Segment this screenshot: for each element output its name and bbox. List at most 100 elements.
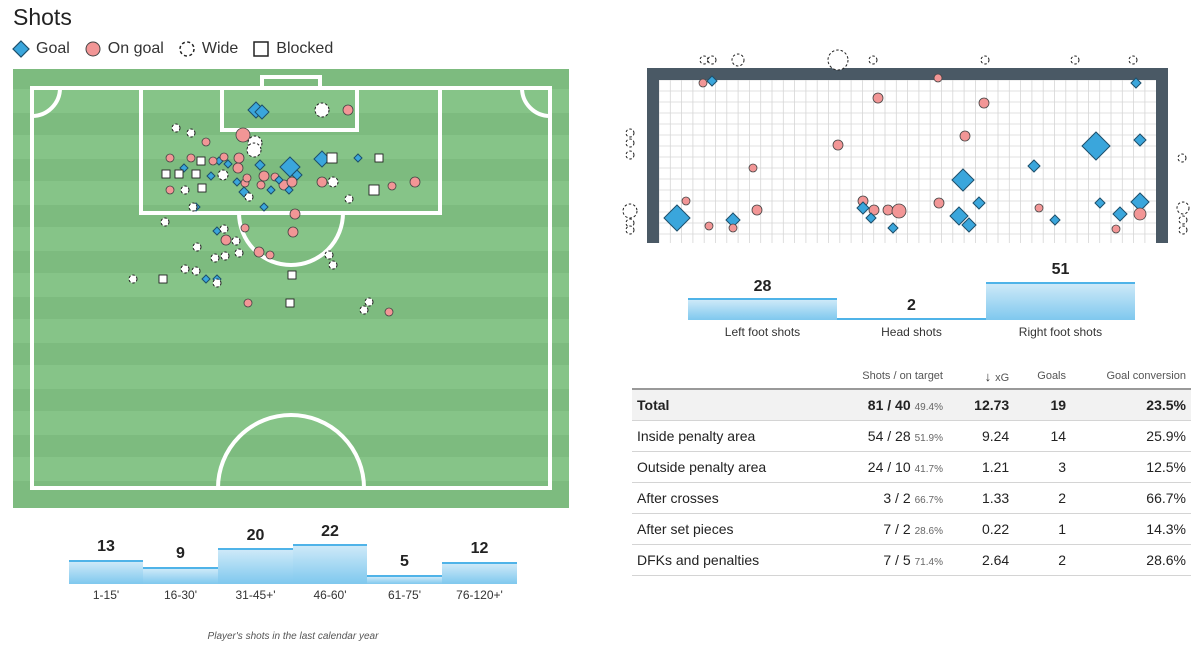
bar-label: Right foot shots (1018, 325, 1103, 339)
on-goal-marker (186, 153, 196, 163)
wide-marker (244, 192, 254, 202)
goal-marker (1049, 214, 1061, 226)
row-shots: 24 / 10 41.7% (828, 451, 948, 483)
blocked-marker (191, 169, 201, 179)
row-label: DFKs and penalties (632, 544, 829, 576)
on-goal-marker (342, 104, 354, 116)
row-conversion: 66.7% (1071, 482, 1191, 514)
wide-marker (625, 150, 635, 160)
on-goal-marker (289, 208, 301, 220)
bar-value: 28 (753, 278, 772, 295)
on-goal-marker (882, 204, 894, 216)
wide-marker (210, 253, 220, 263)
bar-label: 1-15' (92, 588, 120, 602)
row-xg: 12.73 (947, 388, 1015, 421)
wide-marker (231, 236, 241, 246)
bar-fill (688, 298, 837, 320)
wide-marker (328, 260, 338, 270)
time-bar-5: 5 61-75' (367, 520, 442, 610)
goal-marker (961, 217, 977, 233)
wide-marker (625, 225, 635, 235)
row-goals: 2 (1014, 482, 1072, 514)
wide-marker (160, 217, 170, 227)
bar-fill (293, 544, 367, 584)
blocked-marker (374, 153, 384, 163)
goal-marker (201, 274, 211, 284)
wide-dashed-circle-icon (179, 41, 195, 57)
table-row: After crosses 3 / 2 66.7% 1.33 2 66.7% (632, 482, 1191, 514)
on-goal-marker (286, 176, 298, 188)
on-goal-marker (1034, 203, 1044, 213)
row-xg: 0.22 (947, 513, 1015, 545)
bar-fill (837, 318, 986, 320)
bar-label: 16-30' (164, 588, 197, 602)
row-conversion: 25.9% (1071, 420, 1191, 452)
blocked-marker (196, 156, 206, 166)
goal-diamond-icon (12, 40, 30, 58)
on-goal-marker (165, 185, 175, 195)
on-goal-marker (409, 176, 421, 188)
chart-caption: Player's shots in the last calendar year (207, 631, 379, 642)
wide-marker (314, 102, 330, 118)
goal-marker (1094, 197, 1106, 209)
wide-marker (324, 250, 334, 260)
blocked-square-icon (253, 41, 270, 57)
on-goal-marker (1111, 224, 1121, 234)
row-shots: 7 / 5 71.4% (828, 544, 948, 576)
on-goal-marker (220, 234, 232, 246)
page-title: Shots (13, 4, 72, 30)
row-conversion: 14.3% (1071, 513, 1191, 545)
row-shots: 7 / 2 28.6% (828, 513, 948, 545)
wide-marker (219, 224, 229, 234)
body-part-bars: 28 Left foot shots 2 Head shots 51 Right… (688, 258, 1135, 348)
wide-marker (622, 203, 638, 219)
col-xg[interactable]: ↓ xG (948, 364, 1014, 389)
goal-marker (663, 204, 691, 232)
wide-marker (868, 55, 878, 65)
col-shots[interactable]: Shots / on target (862, 370, 943, 382)
time-interval-bars: 13 1-15' 9 16-30' 20 31-45+' 22 46-60' 5… (69, 520, 517, 610)
wide-marker (625, 138, 635, 148)
legend-on-goal: On goal (84, 40, 164, 58)
wide-marker (731, 53, 745, 67)
col-xg-label: xG (995, 371, 1010, 384)
row-label: Total (632, 388, 829, 421)
on-goal-marker (704, 221, 714, 231)
right-foot-bar: 51 Right foot shots (986, 258, 1135, 348)
legend-label: Wide (201, 40, 239, 57)
wide-marker (171, 123, 181, 133)
table-header-row: Shots / on target ↓ xG Goals Goal convers… (632, 364, 1191, 389)
blocked-marker (158, 274, 168, 284)
on-goal-marker (891, 203, 907, 219)
legend-wide: Wide (178, 40, 238, 58)
bar-value: 9 (176, 545, 185, 562)
goal-marker (856, 201, 870, 215)
wide-marker (1128, 55, 1138, 65)
bar-label: Left foot shots (724, 325, 801, 339)
bar-value: 12 (470, 540, 489, 557)
left-foot-bar: 28 Left foot shots (688, 258, 837, 348)
wide-marker (980, 55, 990, 65)
row-xg: 1.21 (947, 451, 1015, 483)
bar-value: 2 (907, 297, 916, 314)
on-goal-marker (253, 246, 265, 258)
on-goal-marker (265, 250, 275, 260)
col-goals[interactable]: Goals (1037, 370, 1067, 382)
shot-legend: Goal On goal Wide Blocked (12, 40, 347, 58)
col-conversion[interactable]: Goal conversion (1106, 370, 1187, 382)
on-goal-marker (235, 127, 251, 143)
goal-marker (223, 159, 233, 169)
on-goal-marker (868, 204, 880, 216)
goal-frame-view (622, 49, 1190, 243)
wide-marker (180, 185, 190, 195)
on-goal-marker (208, 156, 218, 166)
bar-fill (143, 567, 218, 584)
blocked-marker (287, 270, 297, 280)
row-shots: 3 / 2 66.7% (828, 482, 948, 514)
wide-marker (220, 251, 230, 261)
wide-marker (699, 55, 709, 65)
wide-marker (707, 55, 717, 65)
row-label: After set pieces (632, 513, 829, 545)
table-row-total: Total 81 / 40 49.4% 12.73 19 23.5% (632, 388, 1191, 421)
on-goal-marker (1133, 207, 1147, 221)
